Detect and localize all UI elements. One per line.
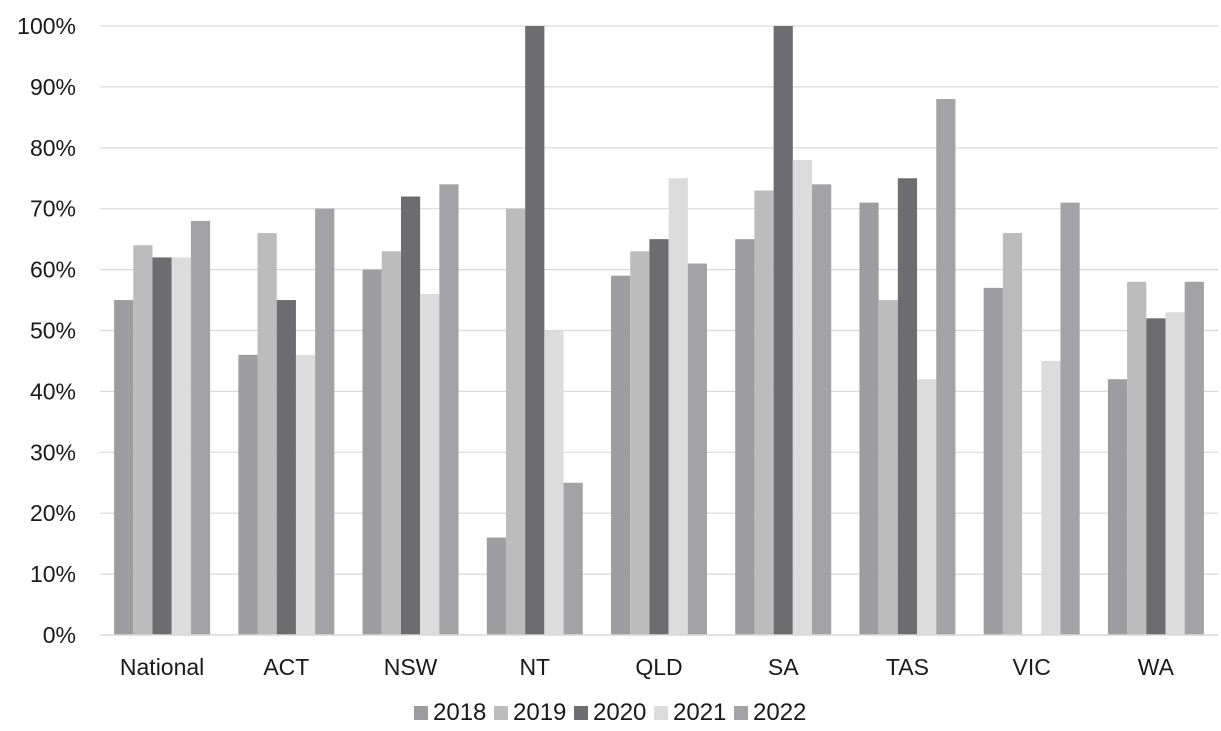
bar-2018-National: [114, 300, 134, 635]
bar-2019-WA: [1127, 281, 1147, 635]
x-tick-label: ACT: [263, 654, 309, 680]
bar-2022-ACT: [315, 208, 335, 635]
y-tick-label: 30%: [30, 439, 76, 465]
bar-2022-WA: [1184, 281, 1204, 635]
bar-2019-VIC: [1002, 233, 1023, 635]
x-tick-label: TAS: [886, 654, 929, 680]
y-tick-label: 40%: [30, 378, 76, 404]
bar-2018-TAS: [859, 202, 879, 636]
bar-2020-National: [152, 257, 172, 635]
bar-2022-TAS: [936, 99, 956, 635]
legend-swatch: [414, 706, 428, 720]
y-axis-tick-labels: 0% 10% 20% 30% 40% 50% 60% 70% 80% 90% 100%: [17, 13, 76, 648]
x-tick-label: SA: [768, 654, 799, 680]
bar-2021-TAS: [917, 379, 937, 635]
y-tick-label: 60%: [30, 257, 76, 283]
bar-2018-WA: [1107, 379, 1128, 635]
legend-swatch: [654, 706, 668, 720]
x-tick-label: QLD: [635, 654, 682, 680]
bar-2020-TAS: [897, 178, 918, 635]
bar-2021-NSW: [420, 293, 440, 635]
bar-2018-NSW: [362, 269, 382, 635]
bar-2020-NSW: [400, 196, 421, 635]
bar-2020-SA: [773, 26, 793, 635]
y-tick-label: 10%: [30, 561, 76, 587]
bar-2018-QLD: [611, 275, 631, 635]
bar-2020-ACT: [276, 300, 296, 635]
x-axis-tick-labels: National ACT NSW NT QLD SA TAS VIC WA: [120, 654, 1175, 680]
y-tick-label: 20%: [30, 500, 76, 526]
bar-2022-SA: [812, 184, 832, 635]
bar-2018-NT: [486, 537, 506, 635]
y-tick-label: 100%: [17, 13, 76, 39]
y-tick-label: 90%: [30, 74, 76, 100]
bar-2019-National: [133, 245, 153, 636]
bar-2022-QLD: [687, 263, 707, 635]
y-tick-label: 0%: [43, 622, 76, 648]
bar-2020-NT: [525, 26, 545, 635]
bar-2018-SA: [735, 239, 755, 635]
bar-2021-ACT: [295, 354, 316, 635]
bar-2021-NT: [544, 330, 564, 635]
bar-2021-QLD: [668, 178, 688, 635]
bar-2019-QLD: [630, 251, 650, 635]
y-tick-label: 70%: [30, 196, 76, 222]
bar-2021-WA: [1165, 312, 1185, 635]
y-tick-label: 80%: [30, 135, 76, 161]
bar-2019-SA: [754, 190, 774, 635]
legend-label: 2020: [593, 699, 646, 726]
x-tick-label: WA: [1138, 654, 1175, 680]
legend-label: 2021: [673, 699, 726, 726]
y-tick-label: 50%: [30, 318, 76, 344]
bar-2019-NSW: [381, 251, 401, 635]
bars: [114, 26, 1204, 636]
bar-2021-SA: [792, 159, 813, 636]
bar-2020-QLD: [649, 239, 669, 635]
x-tick-label: National: [120, 654, 204, 680]
bar-2021-National: [171, 257, 191, 635]
legend-swatch: [494, 706, 508, 720]
bar-2019-TAS: [878, 300, 898, 635]
bar-2022-NSW: [439, 184, 459, 635]
bar-2022-VIC: [1060, 202, 1080, 636]
bar-2018-VIC: [983, 287, 1003, 635]
legend: 2018 2019 2020 2021 2022: [414, 699, 806, 726]
bar-2019-NT: [505, 208, 526, 635]
legend-label: 2022: [753, 699, 806, 726]
x-tick-label: NT: [519, 654, 550, 680]
legend-swatch: [734, 706, 748, 720]
bar-2022-NT: [563, 482, 583, 635]
bar-2019-ACT: [257, 233, 277, 635]
x-tick-label: NSW: [384, 654, 438, 680]
legend-label: 2019: [513, 699, 566, 726]
legend-swatch: [574, 706, 588, 720]
bar-2022-National: [190, 220, 211, 635]
bar-2020-WA: [1146, 318, 1166, 635]
x-tick-label: VIC: [1012, 654, 1050, 680]
legend-label: 2018: [433, 699, 486, 726]
bar-2018-ACT: [238, 354, 258, 635]
bar-2021-VIC: [1041, 360, 1061, 635]
